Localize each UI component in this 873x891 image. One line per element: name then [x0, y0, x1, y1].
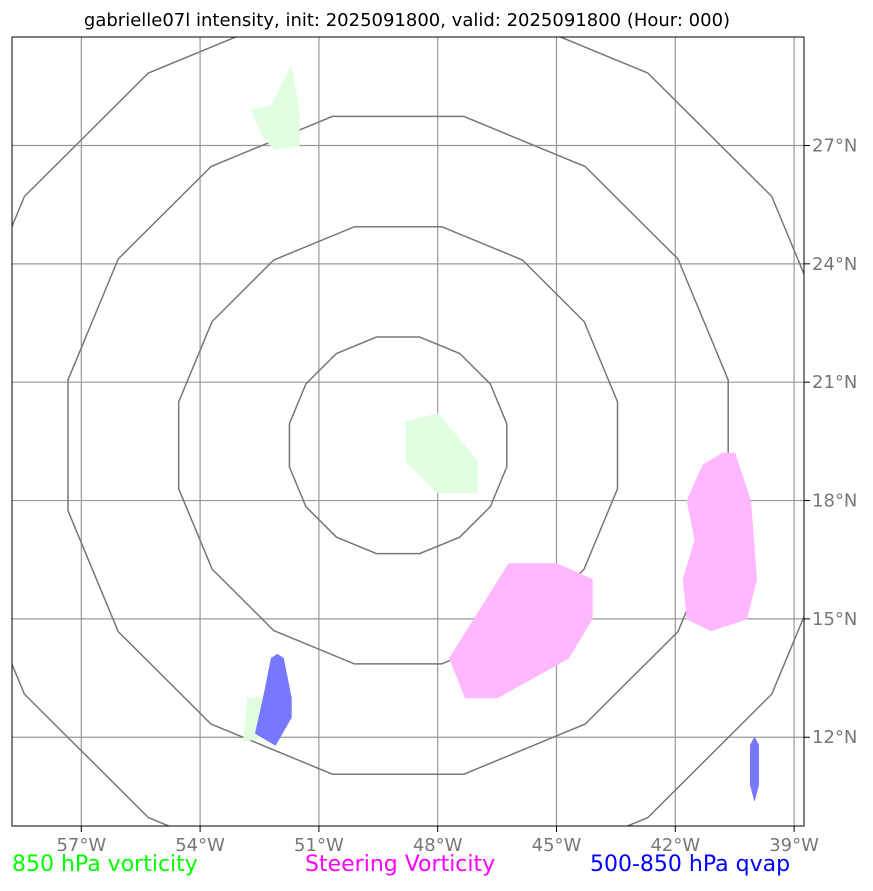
field-region-500-850-hpa-qvap	[750, 737, 759, 801]
range-ring	[288, 336, 508, 555]
lon-tick-label: 42°W	[650, 835, 700, 856]
lon-tick-label: 45°W	[532, 835, 582, 856]
plot-frame	[11, 36, 805, 827]
range-ring	[12, 37, 804, 826]
axis-ticks: 57°W 54°W 51°W 48°W 45°W 42°W 39°W 12°N 15°N 18°N…	[56, 135, 857, 856]
lat-tick-label: 21°N	[812, 372, 857, 393]
lat-tick-label: 15°N	[812, 609, 857, 630]
lon-tick-label: 39°W	[769, 835, 819, 856]
field-region-500-850-hpa-qvap	[255, 653, 292, 746]
lat-tick-label: 12°N	[812, 727, 857, 748]
chart-title: gabrielle07l intensity, init: 2025091800…	[84, 10, 730, 31]
lon-tick-label: 54°W	[175, 835, 225, 856]
lat-tick-label: 27°N	[812, 135, 857, 156]
range-ring	[67, 115, 729, 775]
lat-tick-label: 18°N	[812, 491, 857, 512]
legend-item-850-hpa-vorticity: 850 hPa vorticity	[12, 852, 198, 877]
legend-item-steering-vorticity: Steering Vorticity	[305, 852, 496, 877]
field-region-850-hpa-vorticity	[405, 413, 478, 494]
lon-tick-label: 57°W	[56, 835, 106, 856]
field-region-steering-vorticity	[449, 563, 593, 699]
field-region-steering-vorticity	[682, 452, 757, 632]
field-region-850-hpa-vorticity	[251, 66, 300, 150]
field-polygons	[243, 66, 759, 801]
gridlines	[12, 37, 804, 826]
lon-tick-label: 51°W	[294, 835, 344, 856]
lat-tick-label: 24°N	[812, 254, 857, 275]
legend-item-500-850-hpa-qvap: 500-850 hPa qvap	[590, 852, 791, 877]
lon-tick-label: 48°W	[413, 835, 463, 856]
